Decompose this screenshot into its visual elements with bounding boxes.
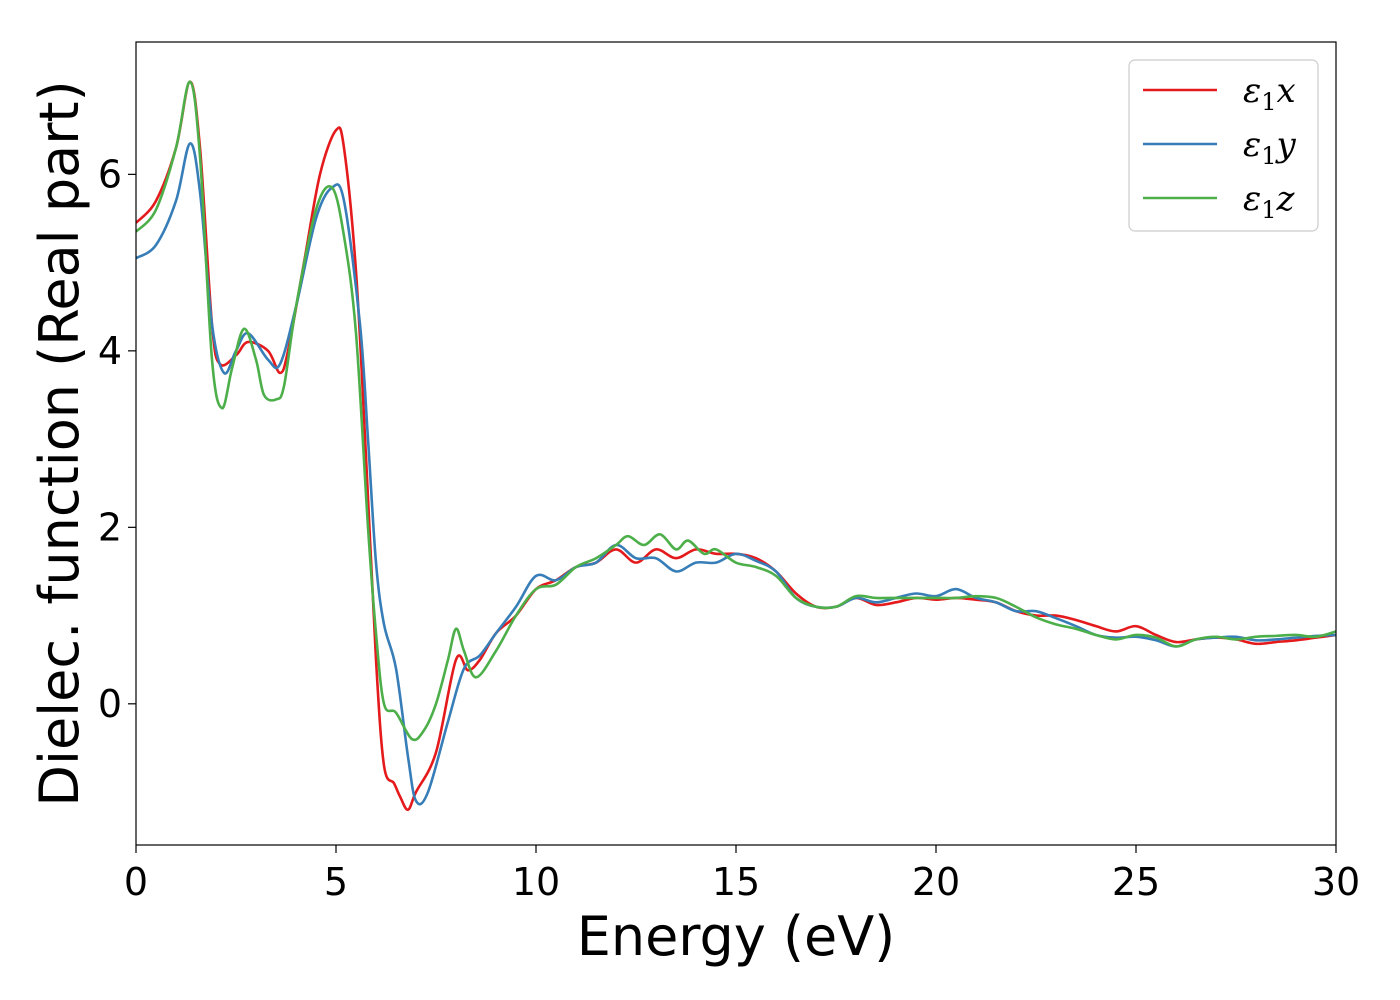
x-tick-label: 20 — [912, 860, 960, 904]
x-tick-label: 15 — [712, 860, 760, 904]
legend-entry-y: ε1y — [1243, 125, 1297, 170]
series-line-z — [136, 80, 1336, 742]
x-tick-label: 25 — [1112, 860, 1160, 904]
x-tick-label: 0 — [124, 860, 148, 904]
y-axis-ticks: 0 2 4 6 — [98, 152, 136, 726]
x-tick-label: 10 — [512, 860, 560, 904]
legend-entry-z: ε1z — [1243, 179, 1296, 224]
x-tick-label: 5 — [324, 860, 348, 904]
legend-frame — [1128, 59, 1319, 232]
x-axis-label: Energy (eV) — [577, 905, 896, 968]
x-axis-ticks: 0 5 10 15 20 25 30 — [124, 845, 1360, 904]
plot-lines — [136, 80, 1336, 811]
legend-entry-x: ε1x — [1243, 71, 1296, 116]
y-tick-label: 2 — [98, 505, 122, 549]
legend: ε1x ε1y ε1z — [1128, 59, 1319, 232]
y-tick-label: 6 — [98, 152, 122, 196]
y-tick-label: 0 — [98, 682, 122, 726]
series-line-y — [136, 142, 1336, 806]
x-tick-label: 30 — [1312, 860, 1360, 904]
y-tick-label: 4 — [98, 329, 122, 373]
y-axis-label: Dielec. function (Real part) — [28, 80, 91, 806]
